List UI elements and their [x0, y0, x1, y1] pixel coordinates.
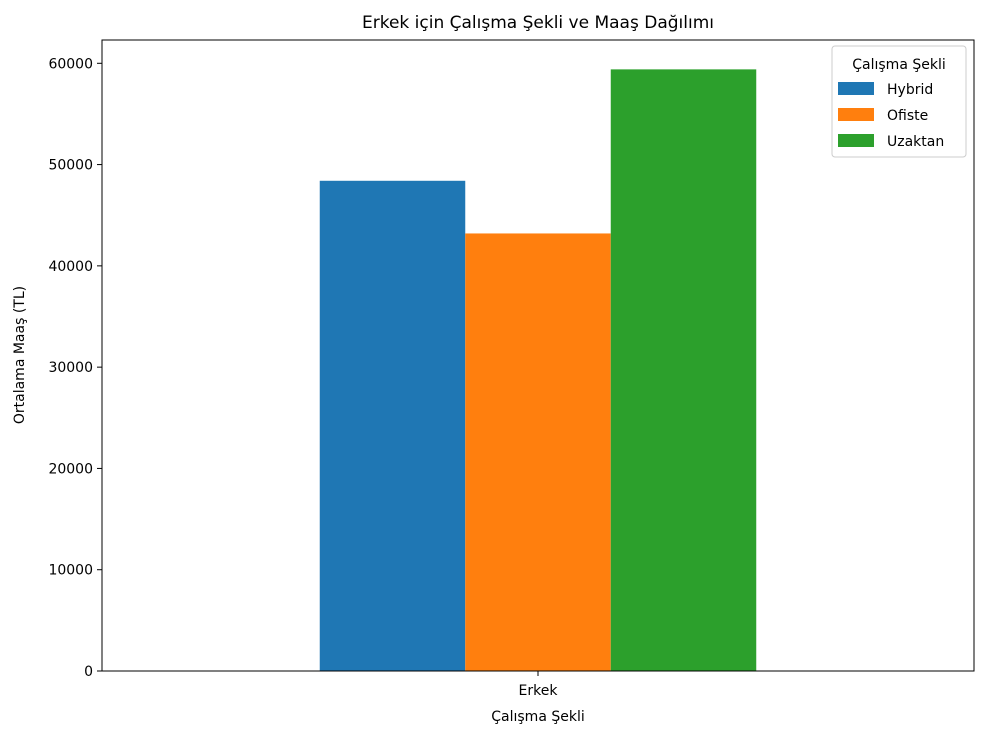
legend-title: Çalışma Şekli [852, 57, 945, 73]
x-axis-label: Çalışma Şekli [491, 709, 584, 725]
plot-area: 0 10000 20000 30000 40000 50000 60000 Erkek [48, 39, 975, 699]
legend-swatch-hybrid [838, 82, 874, 95]
legend-swatch-uzaktan [838, 134, 874, 147]
y-axis-label: Ortalama Maaş (TL) [12, 286, 28, 424]
y-tick-label: 20000 [48, 461, 93, 477]
y-tick-label: 40000 [48, 259, 93, 275]
y-tick-label: 30000 [48, 360, 93, 376]
legend-items: Hybrid Ofiste Uzaktan [838, 82, 944, 150]
legend: Çalışma Şekli Hybrid Ofiste Uzaktan [831, 45, 967, 158]
legend-label-uzaktan: Uzaktan [887, 134, 944, 150]
y-tick-label: 60000 [48, 56, 93, 72]
x-tick-label: Erkek [519, 683, 559, 699]
legend-label-ofiste: Ofiste [887, 108, 928, 124]
legend-frame [831, 45, 967, 158]
bar-ofiste [465, 233, 611, 672]
y-tick-label: 10000 [48, 563, 93, 579]
y-tick-label: 50000 [48, 158, 93, 174]
chart-title: Erkek için Çalışma Şekli ve Maaş Dağılım… [362, 13, 714, 33]
legend-swatch-ofiste [838, 108, 874, 121]
bar-hybrid [319, 180, 466, 671]
bar-uzaktan [610, 69, 757, 672]
y-tick-label: 0 [84, 664, 93, 680]
legend-label-hybrid: Hybrid [887, 82, 933, 98]
